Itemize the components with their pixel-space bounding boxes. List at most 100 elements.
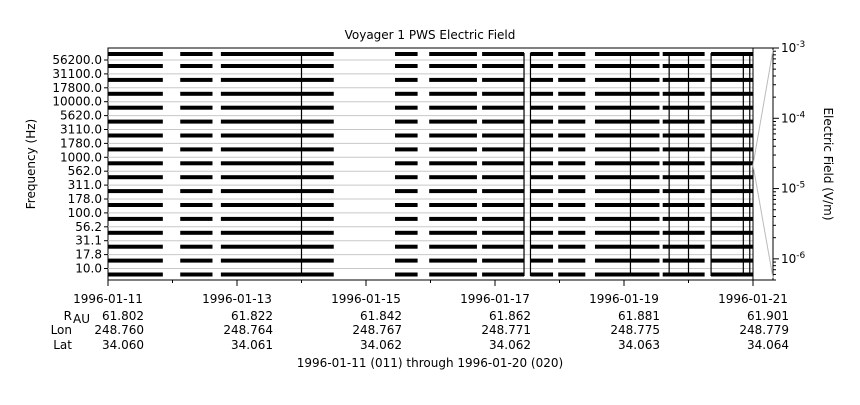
data-band	[180, 64, 213, 68]
data-band	[108, 244, 163, 249]
data-band	[220, 147, 334, 152]
data-band	[662, 258, 705, 263]
data-band	[530, 161, 554, 166]
data-band	[594, 258, 660, 263]
data-band	[395, 147, 418, 152]
data-band	[558, 119, 586, 124]
ephem-value: 61.842	[360, 309, 402, 323]
data-band	[530, 133, 554, 138]
data-band	[530, 77, 554, 82]
data-band	[429, 64, 477, 68]
data-band	[530, 216, 554, 221]
ephem-value: 34.064	[747, 338, 789, 352]
data-band	[220, 258, 334, 263]
data-band	[482, 230, 525, 235]
colorbar-tick-mantissa: 10	[781, 252, 796, 266]
data-band	[180, 119, 213, 124]
data-band	[180, 147, 213, 152]
ephem-label-r-sub: AU	[73, 312, 90, 326]
ephem-value: 248.775	[610, 323, 660, 337]
data-band	[530, 203, 554, 207]
data-band	[180, 258, 213, 263]
data-bands	[108, 52, 753, 277]
data-band	[429, 91, 477, 96]
data-band	[662, 119, 705, 124]
y-tick-label: 1780.0	[60, 136, 102, 150]
colorbar-connector-bottom	[752, 164, 774, 279]
ephem-value: 34.060	[102, 338, 144, 352]
data-band	[662, 105, 705, 110]
data-band	[220, 272, 334, 277]
colorbar-ticks: 10-310-410-510-6	[773, 40, 806, 281]
colorbar-tick-mantissa: 10	[781, 182, 796, 196]
spikes	[300, 53, 751, 276]
data-band	[594, 272, 660, 277]
data-band	[594, 244, 660, 249]
data-band	[482, 216, 525, 221]
data-band	[594, 133, 660, 138]
data-band	[220, 161, 334, 166]
data-band	[711, 77, 753, 82]
data-band	[711, 230, 753, 235]
data-band	[429, 105, 477, 110]
data-band	[558, 64, 586, 68]
data-band	[482, 189, 525, 194]
ephem-value: 61.862	[489, 309, 531, 323]
ephem-value: 34.062	[489, 338, 531, 352]
data-band	[180, 230, 213, 235]
data-band	[429, 52, 477, 56]
data-band	[108, 91, 163, 96]
data-band	[662, 175, 705, 180]
data-band	[530, 244, 554, 249]
data-band	[482, 203, 525, 207]
data-band	[108, 216, 163, 221]
y-tick-label: 31.1	[75, 234, 102, 248]
data-band	[558, 244, 586, 249]
data-band	[108, 119, 163, 124]
data-band	[558, 203, 586, 207]
data-band	[558, 147, 586, 152]
data-band	[482, 161, 525, 166]
data-band	[108, 147, 163, 152]
ephem-label-lon: Lon	[51, 323, 72, 337]
data-band	[395, 133, 418, 138]
data-band	[395, 64, 418, 68]
data-band	[108, 105, 163, 110]
data-band	[429, 258, 477, 263]
ephem-label-r: R	[64, 309, 72, 323]
data-band	[429, 272, 477, 277]
colorbar-connector-top	[752, 49, 774, 166]
data-band	[594, 189, 660, 194]
y-tick-label: 10.0	[75, 262, 102, 276]
data-band	[482, 175, 525, 180]
colorbar-tick-mantissa: 10	[781, 111, 796, 125]
data-band	[662, 244, 705, 249]
data-band	[180, 105, 213, 110]
data-band	[711, 91, 753, 96]
data-band	[482, 147, 525, 152]
data-band	[395, 244, 418, 249]
data-band	[220, 91, 334, 96]
data-band	[108, 161, 163, 166]
x-axis: 1996-01-11 1996-01-13 1996-01-15 1996-01-17…	[73, 280, 788, 306]
data-band	[711, 119, 753, 124]
data-band	[482, 244, 525, 249]
y-tick-label: 1000.0	[60, 150, 102, 164]
data-band	[594, 230, 660, 235]
ephem-value: 61.881	[618, 309, 660, 323]
colorbar-tick-mantissa: 10	[781, 41, 796, 55]
y-tick-label: 10000.0	[52, 95, 102, 109]
data-band	[395, 91, 418, 96]
data-band	[558, 77, 586, 82]
data-band	[180, 244, 213, 249]
data-band	[558, 258, 586, 263]
data-band	[220, 230, 334, 235]
data-band	[594, 119, 660, 124]
y-axis: 56200.031100.017800.010000.05620.03110.0…	[52, 53, 108, 276]
data-band	[220, 203, 334, 207]
data-band	[220, 119, 334, 124]
data-band	[429, 119, 477, 124]
data-band	[558, 175, 586, 180]
data-band	[429, 77, 477, 82]
